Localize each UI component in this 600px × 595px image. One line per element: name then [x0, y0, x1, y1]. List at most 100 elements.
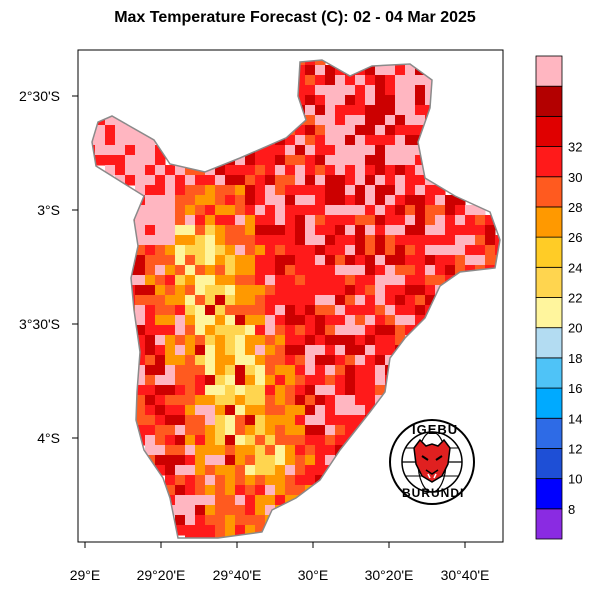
- temperature-cell: [305, 95, 316, 106]
- temperature-cell: [255, 525, 266, 536]
- temperature-cell: [385, 245, 396, 256]
- temperature-cell: [245, 245, 256, 256]
- temperature-cell: [145, 365, 156, 376]
- temperature-cell: [265, 195, 276, 206]
- temperature-cell: [425, 255, 436, 266]
- temperature-cell: [255, 295, 266, 306]
- temperature-cell: [155, 295, 166, 306]
- temperature-cell: [195, 225, 206, 236]
- temperature-cell: [155, 365, 166, 376]
- temperature-cell: [205, 435, 216, 446]
- temperature-cell: [405, 155, 416, 166]
- temperature-cell: [155, 225, 166, 236]
- temperature-cell: [305, 395, 316, 406]
- temperature-cell: [295, 235, 306, 246]
- temperature-cell: [155, 315, 166, 326]
- temperature-cell: [295, 255, 306, 266]
- temperature-cell: [165, 385, 176, 396]
- temperature-cell: [285, 285, 296, 296]
- temperature-cell: [355, 295, 366, 306]
- temperature-cell: [255, 325, 266, 336]
- temperature-cell: [425, 235, 436, 246]
- temperature-cell: [435, 235, 446, 246]
- temperature-cell: [235, 465, 246, 476]
- temperature-cell: [205, 535, 216, 538]
- temperature-cell: [475, 255, 486, 266]
- temperature-cell: [365, 85, 376, 96]
- temperature-cell: [265, 435, 276, 446]
- temperature-cell: [475, 225, 486, 236]
- temperature-cell: [315, 65, 326, 76]
- temperature-cell: [305, 445, 316, 456]
- temperature-cell: [165, 405, 176, 416]
- temperature-cell: [365, 125, 376, 136]
- temperature-cell: [335, 305, 346, 316]
- temperature-cell: [205, 215, 216, 226]
- temperature-cell: [295, 175, 306, 186]
- temperature-cell: [395, 175, 406, 186]
- temperature-cell: [455, 255, 466, 266]
- temperature-cell: [125, 135, 136, 146]
- temperature-cell: [165, 415, 176, 426]
- temperature-cell: [185, 485, 196, 496]
- temperature-cell: [135, 375, 146, 386]
- temperature-cell: [125, 165, 136, 176]
- temperature-cell: [425, 75, 436, 86]
- temperature-cell: [325, 365, 336, 376]
- temperature-cell: [145, 395, 156, 406]
- temperature-cell: [145, 275, 156, 286]
- temperature-cell: [145, 325, 156, 336]
- temperature-cell: [175, 295, 186, 306]
- temperature-cell: [255, 395, 266, 406]
- temperature-cell: [325, 305, 336, 316]
- temperature-cell: [375, 115, 386, 126]
- temperature-cell: [155, 275, 166, 286]
- temperature-cell: [405, 215, 416, 226]
- temperature-cell: [275, 365, 286, 376]
- temperature-cell: [165, 195, 176, 206]
- temperature-cell: [245, 515, 256, 526]
- temperature-cell: [285, 375, 296, 386]
- temperature-cell: [335, 325, 346, 336]
- temperature-cell: [245, 305, 256, 316]
- temperature-cell: [165, 275, 176, 286]
- temperature-cell: [325, 225, 336, 236]
- temperature-cell: [305, 195, 316, 206]
- temperature-cell: [335, 255, 346, 266]
- temperature-cell: [155, 215, 166, 226]
- temperature-cell: [365, 95, 376, 106]
- temperature-cell: [305, 315, 316, 326]
- temperature-cell: [315, 185, 326, 196]
- temperature-cell: [335, 345, 346, 356]
- temperature-cell: [295, 185, 306, 196]
- temperature-cell: [145, 145, 156, 156]
- logo-top-text: IGEBU: [412, 422, 459, 437]
- temperature-cell: [235, 235, 246, 246]
- temperature-cell: [255, 495, 266, 506]
- temperature-cell: [105, 165, 116, 176]
- temperature-cell: [265, 295, 276, 306]
- temperature-cell: [285, 395, 296, 406]
- temperature-cell: [295, 145, 306, 156]
- temperature-cell: [445, 265, 456, 276]
- temperature-cell: [165, 175, 176, 186]
- temperature-cell: [235, 415, 246, 426]
- temperature-cell: [215, 445, 226, 456]
- temperature-cell: [225, 415, 236, 426]
- temperature-cell: [335, 395, 346, 406]
- temperature-cell: [145, 235, 156, 246]
- temperature-cell: [355, 115, 366, 126]
- temperature-cell: [315, 215, 326, 226]
- temperature-cell: [295, 425, 306, 436]
- temperature-cell: [215, 225, 226, 236]
- temperature-cell: [345, 415, 356, 426]
- temperature-cell: [405, 145, 416, 156]
- temperature-cell: [225, 225, 236, 236]
- temperature-cell: [315, 325, 326, 336]
- temperature-cell: [365, 245, 376, 256]
- temperature-cell: [215, 335, 226, 346]
- temperature-cell: [375, 145, 386, 156]
- temperature-cell: [125, 175, 136, 186]
- temperature-cell: [345, 165, 356, 176]
- temperature-cell: [175, 425, 186, 436]
